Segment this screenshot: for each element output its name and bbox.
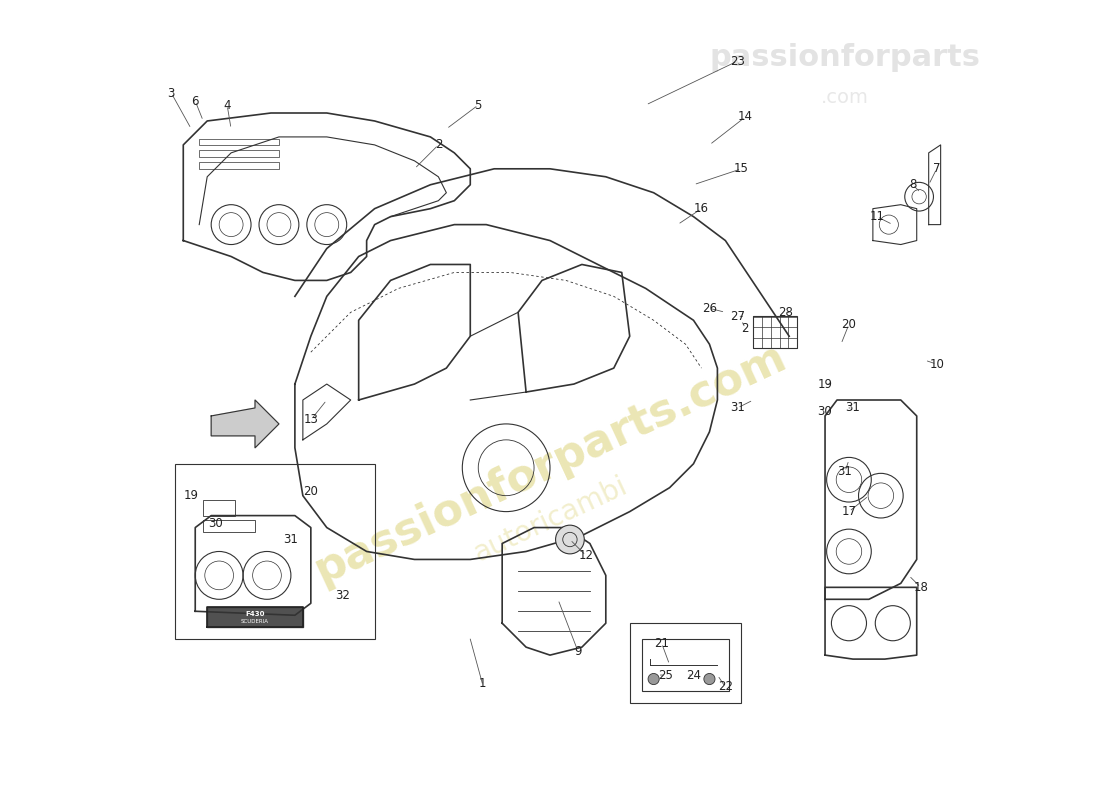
Circle shape [648, 674, 659, 685]
Text: SCUDERIA: SCUDERIA [241, 619, 270, 624]
Bar [204, 519, 255, 531]
Text: 17: 17 [842, 505, 857, 518]
Text: 31: 31 [846, 402, 860, 414]
Text: 1: 1 [478, 677, 486, 690]
Text: 31: 31 [730, 402, 745, 414]
Text: F430: F430 [245, 610, 265, 617]
Text: 21: 21 [654, 637, 669, 650]
Text: passionforparts: passionforparts [710, 42, 980, 72]
Text: 28: 28 [778, 306, 793, 319]
Bar [175, 464, 375, 639]
Text: 30: 30 [817, 406, 833, 418]
Text: 25: 25 [658, 669, 673, 682]
Text: 23: 23 [730, 54, 745, 68]
Text: 4: 4 [223, 98, 231, 111]
Text: 19: 19 [817, 378, 833, 390]
Text: 11: 11 [869, 210, 884, 223]
Text: 19: 19 [184, 489, 199, 502]
Text: 24: 24 [686, 669, 701, 682]
Text: 30: 30 [208, 517, 222, 530]
Circle shape [556, 525, 584, 554]
Text: 6: 6 [191, 94, 199, 107]
Text: 31: 31 [284, 533, 298, 546]
Text: 2: 2 [741, 322, 749, 334]
Text: 20: 20 [842, 318, 857, 330]
Text: 14: 14 [738, 110, 752, 123]
Text: 8: 8 [909, 178, 916, 191]
Text: 26: 26 [702, 302, 717, 315]
Text: 20: 20 [304, 485, 318, 498]
Bar [641, 639, 729, 691]
Bar [199, 150, 279, 157]
Text: 22: 22 [718, 681, 733, 694]
Text: 5: 5 [474, 98, 482, 111]
Text: 12: 12 [579, 549, 593, 562]
Text: 13: 13 [304, 414, 318, 426]
Text: autoricambi: autoricambi [469, 472, 631, 567]
Text: 10: 10 [930, 358, 944, 370]
Text: 9: 9 [574, 645, 582, 658]
Text: 2: 2 [434, 138, 442, 151]
Bar [199, 162, 279, 169]
Bar [754, 316, 798, 348]
Circle shape [704, 674, 715, 685]
Text: .com: .com [821, 87, 869, 106]
Text: 31: 31 [837, 466, 852, 478]
Bar [204, 500, 235, 515]
Text: 32: 32 [336, 589, 350, 602]
Bar [629, 623, 741, 703]
Text: passionforparts.com: passionforparts.com [307, 335, 793, 592]
Bar [199, 138, 279, 145]
Text: 3: 3 [167, 86, 175, 99]
Text: 16: 16 [694, 202, 710, 215]
Polygon shape [211, 400, 279, 448]
Text: 7: 7 [933, 162, 940, 175]
Text: 18: 18 [913, 581, 928, 594]
Text: 27: 27 [729, 310, 745, 322]
Text: 15: 15 [734, 162, 749, 175]
